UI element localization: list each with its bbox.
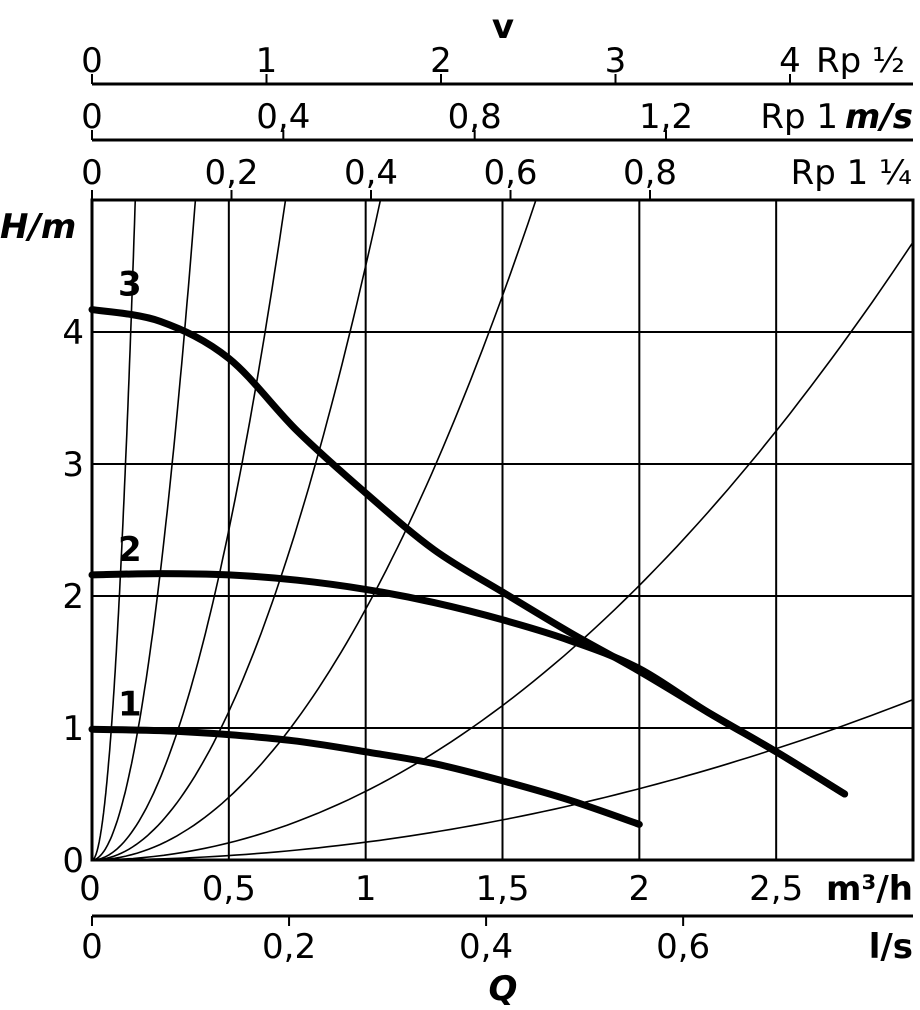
system-curves <box>92 200 913 860</box>
velocity-title: v <box>492 7 514 47</box>
pump-curve-3 <box>88 306 849 798</box>
pump-curve-1 <box>88 725 643 828</box>
x-tick-label: 1,5 <box>475 869 529 909</box>
y-axis-ticks: 0 1 2 3 4 <box>62 313 84 881</box>
x-axis-label-primary: m³/h <box>826 869 913 909</box>
velocity-pipe-label-2: Rp 1 <box>760 97 838 137</box>
pump-curve-label-1: 1 <box>118 684 142 724</box>
x-axis-label-secondary: l/s <box>869 927 913 967</box>
x-tick-label: 0,5 <box>202 869 256 909</box>
velocity-ticks: 0 1 2 3 4 0 0,4 0,8 1,2 0 0,2 0,4 0,6 0,8 <box>81 41 801 200</box>
velocity-tick-label: 1 <box>256 41 278 81</box>
x-tick-label: 2 <box>629 869 651 909</box>
velocity-tick-label: 0,6 <box>483 153 537 193</box>
velocity-pipe-label-3: Rp 1 ¼ <box>791 153 912 193</box>
system-curve <box>92 200 382 860</box>
x-tick-label: 2,5 <box>749 869 803 909</box>
velocity-tick-label: 3 <box>605 41 627 81</box>
y-axis-label: H/m <box>0 207 76 247</box>
y-tick-label: 1 <box>62 709 84 749</box>
velocity-tick-label: 0,8 <box>623 153 677 193</box>
x-secondary-tick-label: 0,6 <box>656 927 710 967</box>
x-secondary-tick-label: 0 <box>81 927 103 967</box>
velocity-tick-label: 0 <box>81 41 103 81</box>
y-tick-label: 3 <box>62 445 84 485</box>
velocity-tick-label: 2 <box>430 41 452 81</box>
x-secondary-tick-label: 0,4 <box>459 927 513 967</box>
x-secondary-tick-label: 0,2 <box>262 927 316 967</box>
velocity-tick-label: 0,8 <box>448 97 502 137</box>
x-tick-label: 1 <box>355 869 377 909</box>
velocity-unit-label: m/s <box>845 97 913 137</box>
velocity-tick-label: 0,4 <box>344 153 398 193</box>
system-curve <box>92 241 913 860</box>
pump-curve-label-2: 2 <box>118 530 142 570</box>
velocity-tick-label: 0,2 <box>204 153 258 193</box>
pump-curve-2 <box>88 570 849 798</box>
x-quantity-label: Q <box>489 969 518 1009</box>
system-curve <box>92 200 197 860</box>
velocity-tick-label: 4 <box>779 41 801 81</box>
y-tick-label: 2 <box>62 577 84 617</box>
velocity-tick-label: 0,4 <box>256 97 310 137</box>
system-curve <box>92 200 537 860</box>
plot-frame <box>90 198 915 862</box>
x-axis-secondary-ticks: 0 0,2 0,4 0,6 <box>81 916 710 967</box>
pump-curves: 1 2 3 <box>88 265 849 828</box>
y-tick-label: 0 <box>62 841 84 881</box>
system-curve <box>92 200 137 860</box>
x-tick-label: 0 <box>79 869 101 909</box>
velocity-pipe-label-1: Rp ½ <box>816 41 905 81</box>
velocity-tick-label: 0 <box>81 97 103 137</box>
x-axis-ticks: 0 0,5 1 1,5 2 2,5 <box>79 869 803 909</box>
y-tick-label: 4 <box>62 313 84 353</box>
velocity-tick-label: 0 <box>81 153 103 193</box>
velocity-scales: v 0 1 2 3 4 0 0,4 0,8 1,2 0 0,2 0,4 0,6 0,8 Rp ½ Rp 1… <box>81 7 913 200</box>
pump-curve-label-3: 3 <box>118 265 142 305</box>
velocity-tick-label: 1,2 <box>639 97 693 137</box>
